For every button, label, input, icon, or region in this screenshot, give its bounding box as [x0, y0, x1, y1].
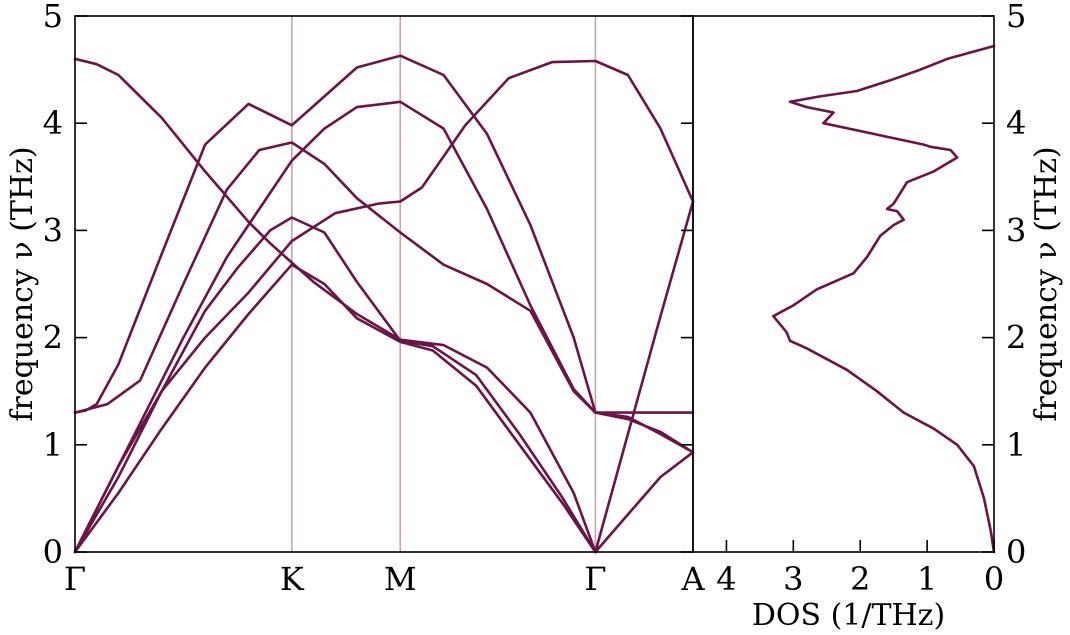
y-tick-label-left: 5	[43, 0, 63, 35]
phonon-band-7	[73, 59, 695, 554]
x-axis-title-dos: DOS (1/THz)	[752, 598, 945, 633]
y-tick-label-right: 4	[1006, 104, 1026, 142]
dos-panel: 0 1 2 3 4 5 4 3 2 1 0 DOS (1/THz) frequency ν (THz)	[692, 0, 1064, 633]
phonon-band-8	[594, 200, 695, 554]
x-tick-label-dos: 4	[716, 560, 736, 598]
dos-curve	[772, 44, 996, 554]
y-tick-label-right: 0	[1006, 533, 1026, 571]
y-axis-title-left: frequency ν (THz)	[5, 146, 40, 421]
dispersion-frame	[74, 15, 694, 553]
y-tick-label-right: 1	[1006, 426, 1026, 464]
dos-frame	[692, 15, 995, 553]
phonon-band-4	[73, 141, 695, 454]
phonon-band-1	[73, 100, 695, 554]
x-tick-label-dos: 2	[850, 560, 870, 598]
phonon-band-2	[73, 216, 597, 554]
y-tick-label-left: 3	[43, 211, 63, 249]
phonon-band-5	[73, 57, 695, 554]
y-axis-title-right: frequency ν (THz)	[1029, 146, 1064, 421]
y-tick-label-left: 2	[43, 319, 63, 357]
x-tick-label-dos: 0	[984, 560, 1004, 598]
y-tick-label-left: 0	[43, 533, 63, 571]
y-tick-label-left: 1	[43, 426, 63, 464]
y-tick-label-right: 3	[1006, 211, 1026, 249]
x-tick-label-Γ: Γ	[584, 560, 606, 598]
x-tick-label-dos: 3	[783, 560, 803, 598]
x-tick-label-dos: 1	[917, 560, 937, 598]
y-tick-label-left: 4	[43, 104, 63, 142]
phonon-band-6	[73, 54, 695, 414]
x-tick-label-Γ: Γ	[64, 560, 86, 598]
y-tick-label-right: 5	[1006, 0, 1026, 35]
x-tick-label-K: K	[280, 560, 305, 598]
x-tick-label-M: M	[384, 560, 417, 598]
x-tick-label-A: A	[680, 560, 705, 598]
y-tick-label-right: 2	[1006, 319, 1026, 357]
